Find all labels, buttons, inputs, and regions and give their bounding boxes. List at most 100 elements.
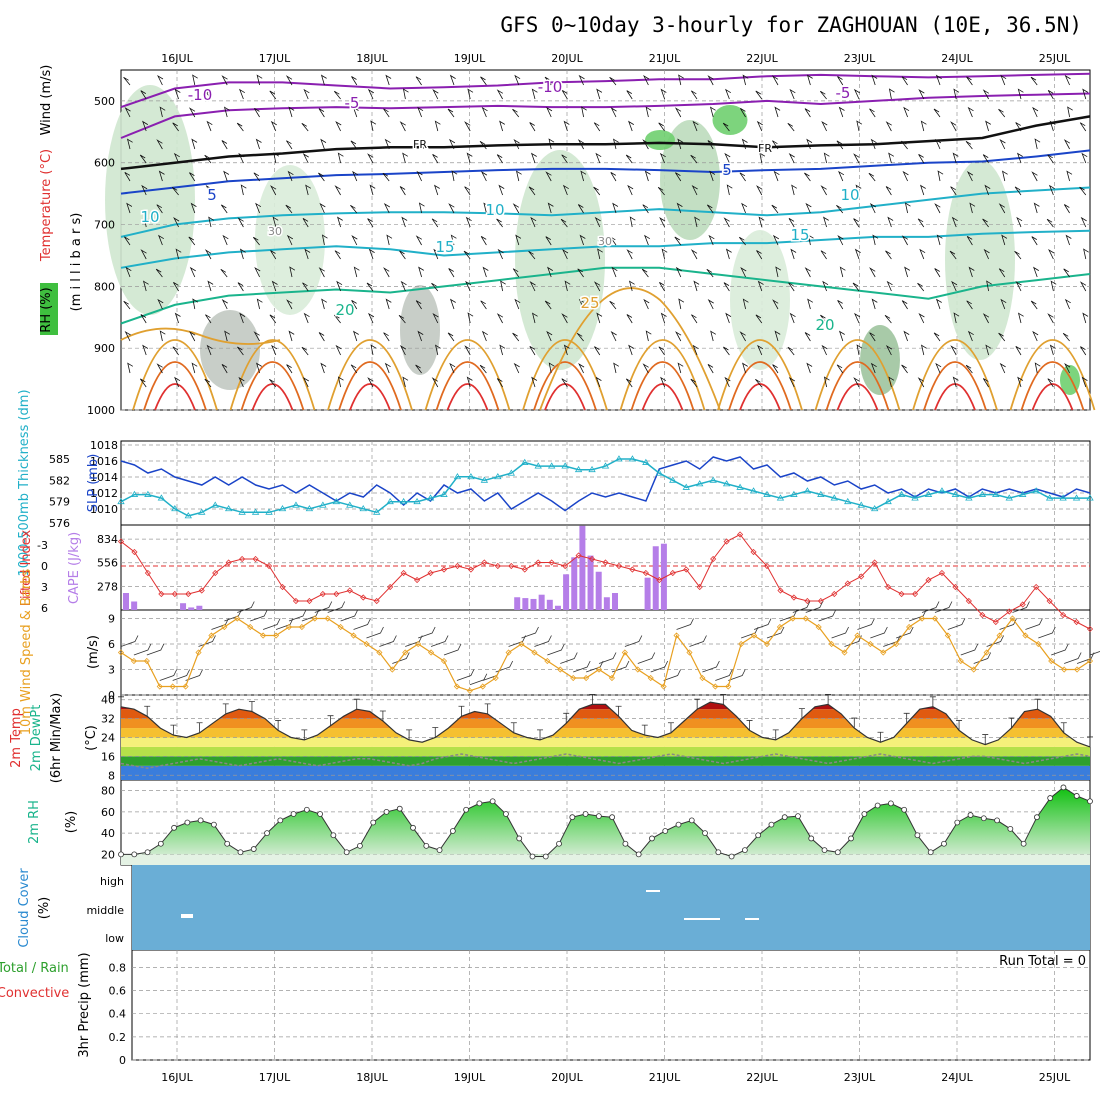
li-point — [265, 562, 273, 570]
wind-barb — [367, 88, 375, 100]
li-point — [454, 562, 461, 570]
wind-barb — [188, 107, 196, 118]
wind-barb — [237, 282, 244, 292]
wind-10m-barbs — [120, 601, 1100, 686]
wind-barb — [192, 298, 199, 310]
wind-barb — [302, 376, 310, 388]
wind-barb — [759, 152, 766, 164]
ylabel-slp: SLP (mb) — [86, 454, 101, 513]
thickness-point — [978, 490, 987, 497]
wind-barb — [788, 376, 796, 388]
thickness-point — [251, 508, 260, 515]
wind-barb — [998, 203, 1006, 214]
wind-barb — [288, 609, 307, 622]
slp-tick-label: 1018 — [90, 439, 118, 452]
wind-barb — [189, 172, 196, 182]
rh-point — [264, 830, 270, 837]
wind-barb — [805, 202, 812, 214]
temp-minmax-whisker — [929, 696, 936, 707]
wind-barb — [368, 248, 375, 260]
warm-contour — [825, 361, 890, 411]
wind-barb — [885, 121, 892, 132]
wind-barb — [320, 74, 327, 86]
wind-speed-point — [918, 615, 926, 622]
wind-barb — [254, 266, 261, 278]
wind-speed-point — [634, 666, 641, 673]
wind-barb — [1025, 618, 1043, 630]
wind-speed-point — [350, 632, 357, 639]
cape-bar — [188, 607, 195, 610]
wind-barb — [660, 312, 667, 324]
wind-barb — [1080, 346, 1087, 356]
thickness-point — [426, 494, 435, 501]
rh-point — [250, 846, 257, 852]
wind-barb — [870, 362, 877, 374]
wind-barb — [482, 266, 489, 278]
wind-barb — [723, 282, 730, 292]
wind-barb — [139, 378, 147, 388]
wind-barb — [334, 185, 341, 196]
wind-barb — [269, 314, 277, 324]
wind-barb — [740, 266, 747, 278]
rh-point — [184, 819, 191, 826]
wind-barb — [722, 122, 730, 132]
rh-point — [1047, 795, 1054, 801]
wind-barb — [1066, 170, 1073, 182]
wind-speed-point — [776, 623, 783, 631]
date-label-bottom: 24JUL — [941, 1071, 973, 1084]
wind-barb — [787, 122, 795, 132]
wind-speed-point — [621, 649, 628, 656]
ylabel-cloud-unit: (%) — [37, 897, 52, 920]
cape-bar — [571, 557, 578, 610]
temp-minmax-whisker — [615, 705, 622, 717]
wind-barb — [447, 108, 455, 118]
wind-barb — [366, 282, 374, 292]
wind-barb — [935, 298, 942, 310]
thickness-point — [386, 497, 394, 505]
wind-barb — [303, 88, 310, 100]
wind-barb — [806, 138, 813, 150]
wind-barb — [521, 626, 539, 639]
wind-barb — [384, 138, 391, 150]
li-point — [481, 559, 488, 566]
cape-tick-label: 556 — [97, 557, 118, 570]
li-tick-label: 0 — [41, 560, 48, 573]
wind-barb — [237, 601, 255, 613]
wind-barb — [904, 266, 911, 278]
wind-barb — [172, 669, 191, 681]
wind-barb — [379, 635, 397, 647]
wind-barb — [405, 635, 423, 647]
isotherm-line — [120, 186, 1091, 238]
wind-barb — [464, 186, 471, 196]
wind-barb — [385, 74, 392, 86]
cape-tick-label: 834 — [97, 533, 118, 546]
li-point — [292, 597, 300, 605]
wind-speed-point — [957, 657, 964, 665]
wind-barb — [657, 186, 665, 196]
wind-barb — [269, 90, 277, 100]
wind-barb — [823, 152, 830, 164]
wind-barb — [739, 331, 746, 342]
rh-point — [834, 849, 841, 856]
wind-speed-point — [260, 632, 267, 639]
wind-barb — [467, 88, 474, 100]
rh-shade-area — [515, 150, 605, 370]
ylabel-cape: CAPE (J/kg) — [67, 532, 82, 604]
ylabel-thickness: 1000-500mb Thickness (dm) — [17, 389, 32, 576]
li-point — [521, 566, 528, 573]
ylabel-precip: 3hr Precip (mm) — [77, 952, 92, 1057]
wind-barb — [224, 330, 231, 342]
wind-barb — [691, 314, 698, 324]
rh-tick-label: 60 — [101, 806, 115, 819]
wind-barb — [593, 281, 601, 292]
li-point — [333, 590, 340, 598]
li-point — [440, 566, 448, 573]
wind-barb — [340, 609, 358, 622]
wind-barb — [497, 248, 504, 260]
wind-speed-point — [428, 649, 435, 656]
wind-barb — [966, 76, 973, 86]
wind-barb — [337, 376, 344, 388]
wind-barb — [901, 364, 908, 374]
wind-barb — [610, 330, 617, 342]
wind-barb — [239, 312, 246, 324]
